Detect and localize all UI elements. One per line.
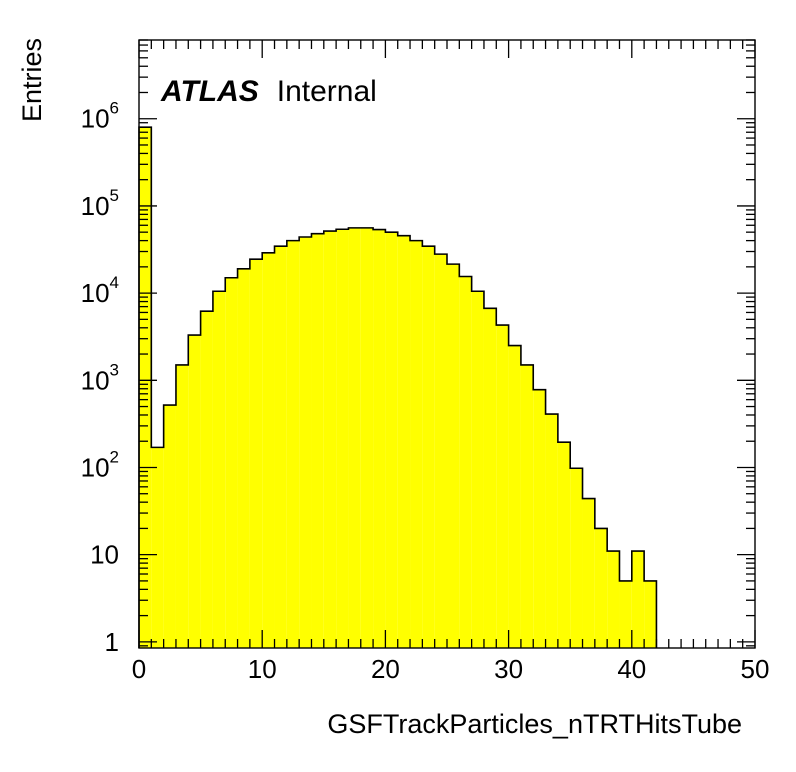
histogram-bar xyxy=(570,468,583,648)
histogram-bar xyxy=(594,528,608,648)
x-tick-label: 50 xyxy=(741,654,770,684)
y-tick-base: 10 xyxy=(81,365,110,395)
histogram-bar xyxy=(459,276,472,648)
histogram-bar xyxy=(348,227,361,648)
histogram-bar xyxy=(225,277,238,648)
y-tick-label: 102 xyxy=(81,447,119,482)
histogram-bars xyxy=(139,127,657,649)
y-tick-base: 10 xyxy=(81,191,110,221)
histogram-bar xyxy=(262,252,275,648)
y-tick-exponent: 3 xyxy=(110,360,119,379)
histogram-bar xyxy=(644,580,657,648)
histogram-bar xyxy=(447,264,460,648)
histogram-bar xyxy=(336,229,349,648)
histogram-bar xyxy=(163,405,176,648)
histogram-bar xyxy=(619,580,632,648)
histogram-bar xyxy=(151,447,164,648)
histogram-bar xyxy=(249,259,263,648)
histogram-bar xyxy=(520,364,534,648)
y-tick-base: 10 xyxy=(81,278,110,308)
x-tick-label: 0 xyxy=(132,654,146,684)
histogram-bar xyxy=(385,232,398,648)
histogram-bar xyxy=(410,240,423,648)
histogram-bar xyxy=(311,233,324,648)
histogram-bar xyxy=(212,291,226,648)
y-tick-label: 1 xyxy=(105,627,119,657)
histogram-bar xyxy=(200,311,213,648)
y-tick-base: 10 xyxy=(81,104,110,134)
y-tick-label: 104 xyxy=(81,273,119,308)
x-tick-label: 40 xyxy=(617,654,646,684)
histogram-bar xyxy=(299,237,312,648)
histogram-bar xyxy=(188,335,201,648)
histogram-bar xyxy=(175,364,189,648)
x-tick-label: 10 xyxy=(248,654,277,684)
histogram-bar xyxy=(607,551,620,648)
histogram-bar xyxy=(422,246,435,648)
y-tick-exponent: 5 xyxy=(110,186,119,205)
histogram-bar xyxy=(471,291,484,648)
y-tick-label: 105 xyxy=(81,186,119,221)
y-tick-label: 106 xyxy=(81,99,119,134)
histogram-outline xyxy=(138,126,658,648)
histogram-bar xyxy=(434,254,447,648)
y-axis-title: Entries xyxy=(17,38,47,122)
histogram-bar xyxy=(286,240,300,648)
y-tick-base: 10 xyxy=(81,452,110,482)
atlas-bold-text: ATLAS xyxy=(160,75,259,108)
y-tick-base: 1 xyxy=(105,627,119,657)
axis-ticks xyxy=(138,39,756,648)
histogram-bar xyxy=(545,414,558,648)
y-tick-exponent: 2 xyxy=(110,447,119,466)
histogram-bar xyxy=(496,325,509,648)
atlas-label: ATLAS Internal xyxy=(160,75,377,108)
histogram-bar xyxy=(582,498,595,648)
x-tick-labels: 0 10 20 30 40 50 xyxy=(132,654,770,684)
y-tick-exponent: 4 xyxy=(110,273,119,292)
y-tick-label: 103 xyxy=(81,360,119,395)
histogram-bar xyxy=(237,268,250,648)
histogram-bar xyxy=(274,246,287,648)
x-axis-title: GSFTrackParticles_nTRTHitsTube xyxy=(327,709,742,739)
histogram-bar xyxy=(557,442,571,648)
histogram-bar xyxy=(508,345,521,648)
histogram-bar xyxy=(360,227,374,648)
y-tick-label: 10 xyxy=(90,540,119,570)
x-tick-label: 20 xyxy=(371,654,400,684)
atlas-internal-text: Internal xyxy=(277,75,377,108)
y-tick-base: 10 xyxy=(90,540,119,570)
histogram-bar xyxy=(373,229,386,648)
histogram-bar xyxy=(533,389,546,648)
y-tick-exponent: 6 xyxy=(110,99,119,118)
x-tick-label: 30 xyxy=(494,654,523,684)
histogram-bar xyxy=(139,127,152,649)
histogram-bar xyxy=(483,308,497,648)
histogram-bar xyxy=(397,235,411,648)
histogram-bar xyxy=(323,231,337,649)
histogram-bar xyxy=(631,551,645,648)
